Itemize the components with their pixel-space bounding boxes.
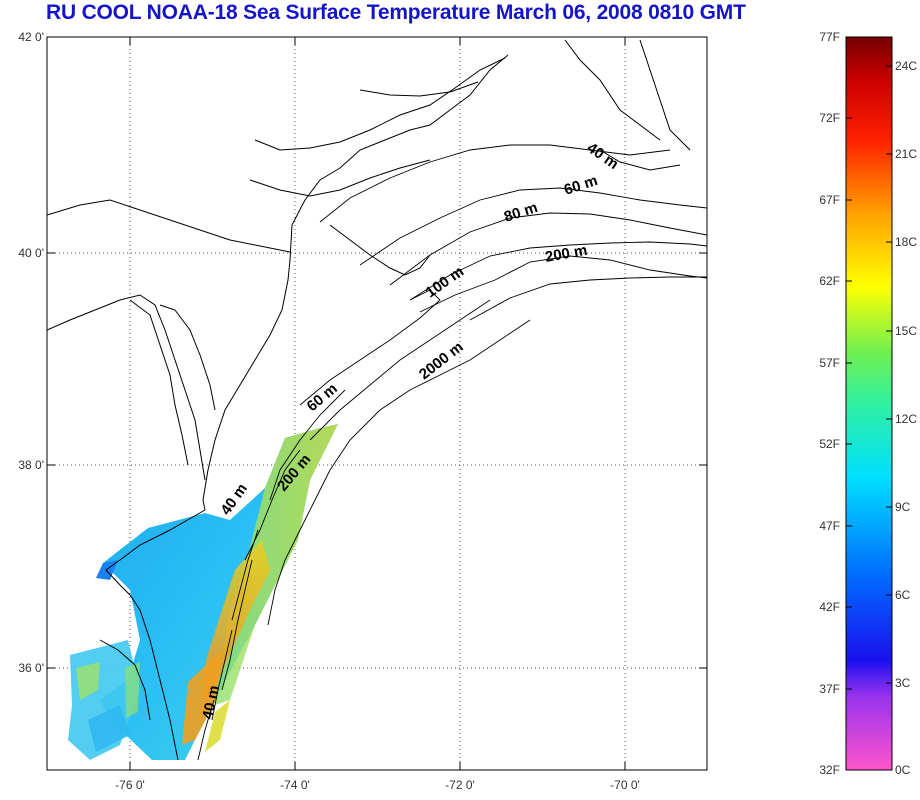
colorbar-c-label: 24C [895, 59, 917, 73]
colorbar-f-label: 37F [819, 682, 840, 696]
colorbar-f-label: 42F [819, 600, 840, 614]
lat-tick-label: 36 0' [18, 661, 44, 675]
colorbar-f-label: 72F [819, 111, 840, 125]
colorbar-c-label: 9C [895, 500, 911, 514]
lon-tick-label: -76 0' [115, 778, 145, 792]
colorbar-c-label: 12C [895, 412, 917, 426]
colorbar-c-label: 15C [895, 324, 917, 338]
colorbar-f-label: 77F [819, 30, 840, 44]
colorbar-c-label: 21C [895, 147, 917, 161]
map-title: RU COOL NOAA-18 Sea Surface Temperature … [46, 1, 746, 24]
colorbar-gradient [845, 36, 893, 771]
bathymetry-contours [197, 144, 707, 761]
lon-tick-label: -74 0' [280, 778, 310, 792]
colorbar-f-label: 52F [819, 437, 840, 451]
lat-tick-label: 38 0' [18, 458, 44, 472]
colorbar-f-label: 47F [819, 519, 840, 533]
colorbar-c-label: 3C [895, 676, 911, 690]
colorbar-c-label: 0C [895, 763, 911, 777]
colorbar-f-label: 67F [819, 193, 840, 207]
lat-tick-label: 42 0' [18, 30, 44, 44]
colorbar-f-label: 57F [819, 356, 840, 370]
lon-tick-label: -72 0' [445, 778, 475, 792]
colorbar-f-label: 32F [819, 763, 840, 777]
lat-tick-label: 40 0' [18, 246, 44, 260]
colorbar-c-label: 6C [895, 588, 911, 602]
coastline [47, 39, 691, 761]
colorbar-ticks [846, 65, 892, 690]
axis-ticks [47, 37, 707, 770]
colorbar-c-label: 18C [895, 235, 917, 249]
contour-label: 40 m [199, 684, 223, 721]
colorbar-f-label: 62F [819, 274, 840, 288]
lon-tick-label: -70 0' [610, 778, 640, 792]
